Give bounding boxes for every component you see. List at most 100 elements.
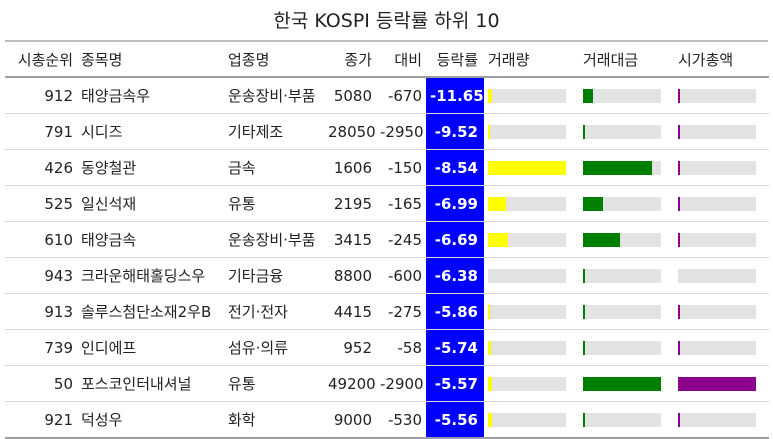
name-cell: 포스코인터내셔널 [77, 365, 224, 402]
volume-bar [488, 196, 506, 211]
value-bar-cell [579, 185, 674, 222]
close-cell: 49200 [324, 365, 376, 402]
volume-bar-track [488, 376, 566, 391]
mktcap-bar-track [678, 304, 756, 319]
volume-bar [488, 232, 508, 247]
name-cell: 인디에프 [77, 329, 224, 366]
change-cell: -6.69 [426, 221, 484, 258]
rank-cell: 912 [5, 77, 77, 114]
sector-cell: 유통 [224, 365, 324, 402]
table-row: 50 포스코인터내셔널 유통 49200 -2900 -5.57 [5, 365, 769, 402]
volume-bar [488, 124, 490, 139]
mktcap-bar-cell [674, 365, 769, 402]
table-row: 913 솔루스첨단소재2우B 전기·전자 4415 -275 -5.86 [5, 293, 769, 330]
close-cell: 952 [324, 329, 376, 366]
rank-cell: 50 [5, 365, 77, 402]
rank-cell: 739 [5, 329, 77, 366]
close-cell: 4415 [324, 293, 376, 330]
value-bar-track [583, 160, 661, 175]
volume-bar-cell [484, 329, 579, 366]
mktcap-bar-track [678, 376, 756, 391]
volume-bar-track [488, 160, 566, 175]
mktcap-bar [678, 160, 680, 175]
value-bar [583, 304, 585, 319]
table-row: 912 태양금속우 운송장비·부품 5080 -670 -11.65 [5, 77, 769, 114]
rank-cell: 943 [5, 257, 77, 294]
value-bar-cell [579, 257, 674, 294]
value-bar-cell [579, 293, 674, 330]
sector-cell: 유통 [224, 185, 324, 222]
change-cell: -5.74 [426, 329, 484, 366]
sector-cell: 운송장비·부품 [224, 221, 324, 258]
rank-cell: 913 [5, 293, 77, 330]
sector-cell: 화학 [224, 401, 324, 439]
kospi-decliners-table: 시총순위 종목명 업종명 종가 대비 등락률 거래량 거래대금 시가총액 912… [5, 42, 769, 439]
value-bar-cell [579, 77, 674, 114]
value-bar-track [583, 232, 661, 247]
change-cell: -6.38 [426, 257, 484, 294]
diff-cell: -600 [376, 257, 426, 294]
col-header-volume: 거래량 [484, 42, 579, 78]
close-cell: 3415 [324, 221, 376, 258]
volume-bar-cell [484, 257, 579, 294]
volume-bar-cell [484, 293, 579, 330]
table-row: 943 크라운해태홀딩스우 기타금융 8800 -600 -6.38 [5, 257, 769, 294]
col-header-change: 등락률 [426, 42, 484, 78]
sector-cell: 기타제조 [224, 113, 324, 150]
sector-cell: 금속 [224, 149, 324, 186]
name-cell: 태양금속우 [77, 77, 224, 114]
mktcap-bar-cell [674, 185, 769, 222]
value-bar [583, 124, 585, 139]
value-bar [583, 340, 585, 355]
change-cell: -5.57 [426, 365, 484, 402]
diff-cell: -670 [376, 77, 426, 114]
close-cell: 9000 [324, 401, 376, 439]
close-cell: 2195 [324, 185, 376, 222]
mktcap-bar [678, 232, 680, 247]
mktcap-bar [678, 340, 680, 355]
volume-bar-track [488, 88, 566, 103]
volume-bar [488, 340, 491, 355]
value-bar-track [583, 376, 661, 391]
mktcap-bar-cell [674, 77, 769, 114]
change-cell: -11.65 [426, 77, 484, 114]
col-header-diff: 대비 [376, 42, 426, 78]
rank-cell: 610 [5, 221, 77, 258]
diff-cell: -58 [376, 329, 426, 366]
value-bar-cell [579, 113, 674, 150]
volume-bar-track [488, 268, 566, 283]
volume-bar-track [488, 232, 566, 247]
volume-bar-track [488, 304, 566, 319]
mktcap-bar [678, 124, 680, 139]
sector-cell: 전기·전자 [224, 293, 324, 330]
name-cell: 솔루스첨단소재2우B [77, 293, 224, 330]
name-cell: 크라운해태홀딩스우 [77, 257, 224, 294]
volume-bar [488, 376, 492, 391]
diff-cell: -150 [376, 149, 426, 186]
mktcap-bar-track [678, 124, 756, 139]
mktcap-bar [678, 196, 680, 211]
rank-cell: 426 [5, 149, 77, 186]
mktcap-bar-cell [674, 257, 769, 294]
table-row: 610 태양금속 운송장비·부품 3415 -245 -6.69 [5, 221, 769, 258]
col-header-close: 종가 [324, 42, 376, 78]
rank-cell: 525 [5, 185, 77, 222]
value-bar [583, 412, 585, 427]
value-bar-track [583, 124, 661, 139]
name-cell: 덕성우 [77, 401, 224, 439]
name-cell: 일신석재 [77, 185, 224, 222]
value-bar-cell [579, 365, 674, 402]
value-bar-track [583, 304, 661, 319]
col-header-value: 거래대금 [579, 42, 674, 78]
rank-cell: 921 [5, 401, 77, 439]
table-row: 791 시디즈 기타제조 28050 -2950 -9.52 [5, 113, 769, 150]
value-bar [583, 376, 661, 391]
name-cell: 동양철관 [77, 149, 224, 186]
mktcap-bar-cell [674, 149, 769, 186]
value-bar [583, 88, 593, 103]
value-bar-track [583, 340, 661, 355]
value-bar [583, 232, 620, 247]
col-header-mktcap: 시가총액 [674, 42, 769, 78]
close-cell: 8800 [324, 257, 376, 294]
change-cell: -8.54 [426, 149, 484, 186]
